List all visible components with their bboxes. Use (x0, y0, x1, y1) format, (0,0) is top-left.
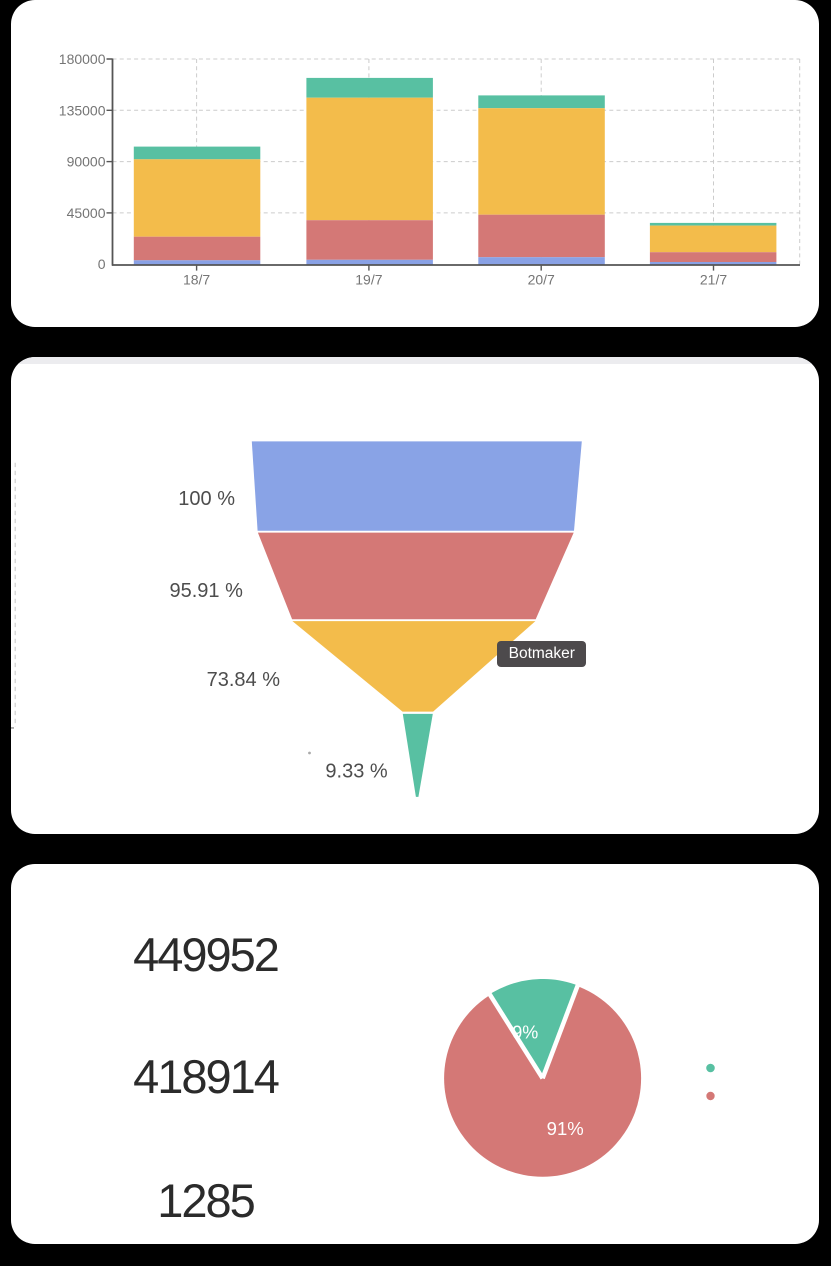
svg-text:135000: 135000 (59, 102, 106, 118)
svg-text:0: 0 (98, 256, 106, 272)
svg-text:180000: 180000 (59, 51, 106, 67)
svg-text:21/7: 21/7 (700, 272, 727, 288)
svg-text:20/7: 20/7 (528, 272, 555, 288)
svg-text:19/7: 19/7 (355, 272, 382, 288)
svg-text:45000: 45000 (67, 205, 106, 221)
svg-text:90000: 90000 (67, 154, 106, 170)
svg-text:9%: 9% (512, 1023, 538, 1043)
svg-text:18/7: 18/7 (183, 272, 210, 288)
svg-text:73.84 %: 73.84 % (207, 669, 281, 691)
svg-text:95.91 %: 95.91 % (170, 580, 244, 602)
svg-text:91%: 91% (547, 1118, 584, 1139)
svg-text:100 %: 100 % (178, 488, 235, 510)
svg-text:9.33 %: 9.33 % (325, 760, 387, 782)
